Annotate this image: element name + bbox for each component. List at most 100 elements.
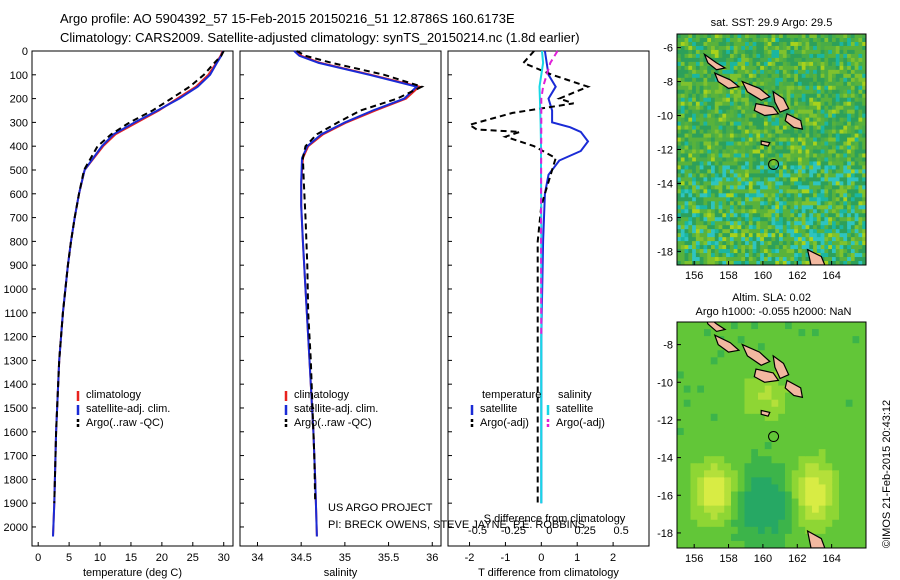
difference-x-axis-label: T difference from climatology: [478, 567, 619, 579]
legend-label: Argo(..raw -QC): [294, 417, 372, 429]
difference-series-satellite: [540, 50, 590, 504]
x-tick-label: 36: [426, 552, 438, 564]
y-tick-label: 200: [10, 94, 28, 106]
temperature-x-axis-label: temperature (deg C): [83, 567, 182, 579]
x-tick-label: 20: [156, 552, 168, 564]
legend-label: satellite: [556, 403, 593, 415]
lon-tick-label: 160: [754, 270, 772, 282]
salinity-plot-frame: [239, 50, 442, 547]
temperature-panel: 0100200300400500600700800900100011001200…: [4, 46, 234, 579]
island-outline: [713, 71, 741, 90]
legend-group-title: salinity: [558, 389, 592, 401]
sla-map-subtitle: Argo h1000: -0.055 h2000: NaN: [696, 306, 852, 318]
legend-label: Argo(-adj): [556, 417, 605, 429]
legend-group-title: temperature: [482, 389, 541, 401]
lat-tick-label: -6: [663, 43, 673, 55]
legend-label: climatology: [86, 389, 142, 401]
sla-map-panel: 156 158 160 162 164 -8 -10 -12 -14 -16 -18 Altim. S…: [657, 292, 867, 565]
lon-tick-label: 162: [788, 270, 806, 282]
island-outline: [713, 334, 741, 353]
sst-map-title: sat. SST: 29.9 Argo: 29.5: [711, 17, 833, 29]
x-tick-label: 2: [610, 552, 616, 564]
lon-tick-label: 164: [822, 270, 840, 282]
lat-tick-label: -18: [657, 246, 673, 258]
y-tick-label: 1500: [4, 403, 28, 415]
x-tick-label: 1: [574, 552, 580, 564]
legend-label: satellite-adj. clim.: [294, 403, 378, 415]
lat-tick-label: -18: [657, 528, 673, 540]
lat-tick-label: -10: [657, 111, 673, 123]
island-outline: [760, 409, 771, 417]
legend-label: satellite-adj. clim.: [86, 403, 170, 415]
island-outline: [784, 379, 804, 399]
credit-pi: PI: BRECK OWENS, STEVE JAYNE, P.E. ROBBI…: [328, 519, 585, 531]
y-tick-label: 600: [10, 189, 28, 201]
lat-tick-label: -12: [657, 145, 673, 157]
y-tick-label: 1200: [4, 332, 28, 344]
island-outline: [753, 102, 780, 117]
temperature-series-argo-raw-qc-: [53, 50, 225, 504]
difference-panel: -2 -1 0 1 2 T difference from climatology -0.5…: [447, 50, 650, 579]
y-tick-label: 100: [10, 70, 28, 82]
y-tick-label: 1100: [4, 308, 28, 320]
lon-tick-label: 164: [822, 553, 840, 565]
lat-tick-label: -16: [657, 490, 673, 502]
lat-tick-label: -8: [663, 77, 673, 89]
island-outline: [806, 529, 826, 548]
island-outline: [784, 112, 804, 130]
x-tick-label: 34.5: [290, 552, 311, 564]
x-tick-label: 35.5: [378, 552, 399, 564]
y-tick-label: 1300: [4, 355, 28, 367]
x-tick-label: 30: [218, 552, 230, 564]
y-tick-label: 1800: [4, 474, 28, 486]
lon-tick-label: 156: [685, 553, 703, 565]
x-tick-label: -1: [501, 552, 511, 564]
y-tick-label: 500: [10, 165, 28, 177]
y-tick-label: 300: [10, 117, 28, 129]
lon-tick-label: 158: [719, 270, 737, 282]
header-line-1: Argo profile: AO 5904392_57 15-Feb-2015 …: [60, 11, 515, 26]
y-tick-label: 800: [10, 236, 28, 248]
island-outline: [703, 52, 727, 71]
y-tick-label: 900: [10, 260, 28, 272]
x-top-tick-label: -0.5: [468, 525, 487, 537]
y-tick-label: 1700: [4, 451, 28, 463]
lat-tick-label: -14: [657, 178, 673, 190]
argo-position-marker: [768, 158, 780, 170]
x-tick-label: 25: [187, 552, 199, 564]
difference-plot-frame: [447, 50, 650, 547]
x-tick-label: 5: [66, 552, 72, 564]
salinity-series-argo-raw-qc-: [296, 50, 425, 504]
x-tick-label: -2: [465, 552, 475, 564]
y-tick-label: 1400: [4, 379, 28, 391]
island-outline: [806, 248, 826, 265]
salinity-panel: 34 34.5 35 35.5 36 salinity climatology satelli…: [239, 50, 442, 579]
y-tick-label: 700: [10, 213, 28, 225]
temperature-plot-frame: [31, 50, 234, 547]
y-tick-label: 0: [22, 46, 28, 58]
lat-tick-label: -14: [657, 453, 673, 465]
salinity-x-axis-label: salinity: [324, 567, 358, 579]
x-top-tick-label: 0.25: [575, 525, 596, 537]
island-outline: [760, 140, 771, 147]
lon-tick-label: 162: [788, 553, 806, 565]
difference-series-argo-adj-: [539, 50, 559, 337]
island-outline: [741, 80, 771, 101]
x-top-tick-label: 0.5: [613, 525, 628, 537]
lon-tick-label: 158: [719, 553, 737, 565]
x-tick-label: 0: [35, 552, 41, 564]
sla-map-frame: [676, 321, 867, 549]
lat-tick-label: -10: [657, 377, 673, 389]
lon-tick-label: 160: [754, 553, 772, 565]
sla-map-field: [677, 322, 866, 548]
x-top-tick-label: -0.25: [501, 525, 526, 537]
x-tick-label: 15: [125, 552, 137, 564]
island-outline: [741, 343, 771, 366]
x-tick-label: 34: [251, 552, 263, 564]
legend-label: climatology: [294, 389, 350, 401]
difference-series-argo-adj-: [467, 50, 591, 504]
x-tick-label: 0: [538, 552, 544, 564]
x-tick-label: 10: [94, 552, 106, 564]
lat-tick-label: -8: [663, 340, 673, 352]
